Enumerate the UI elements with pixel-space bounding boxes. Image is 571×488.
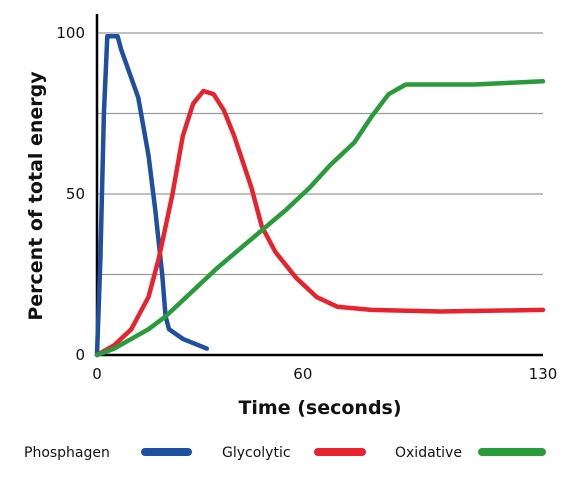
legend: Phosphagen Glycolytic Oxidative: [24, 445, 546, 461]
x-tick-label: 60: [293, 365, 312, 383]
series-line-phosphagen: [94, 33, 210, 358]
series-line-oxidative: [94, 79, 546, 358]
legend-label-oxidative: Oxidative: [395, 445, 462, 461]
legend-label-glycolytic: Glycolytic: [222, 445, 291, 461]
y-tick-label: 50: [66, 185, 85, 203]
x-tick-label: 0: [92, 365, 102, 383]
y-tick-label: 100: [56, 24, 85, 42]
x-axis-title: Time (seconds): [238, 397, 401, 419]
legend-label-phosphagen: Phosphagen: [24, 445, 110, 461]
x-tick-label: 130: [529, 365, 558, 383]
y-axis-title: Percent of total energy: [25, 71, 47, 321]
tick-labels: 0 50 100 0 60 130: [56, 24, 557, 383]
y-tick-label: 0: [75, 346, 85, 364]
series-line-glycolytic: [94, 88, 546, 358]
series-layer: [94, 33, 546, 358]
